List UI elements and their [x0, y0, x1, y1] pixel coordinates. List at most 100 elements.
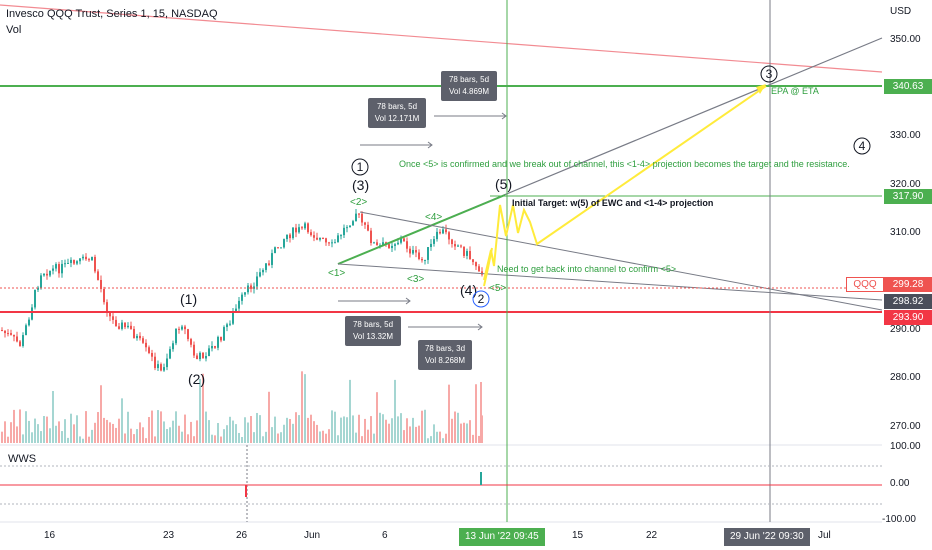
volume-bar [298, 415, 300, 443]
note-epa: EPA @ ETA [771, 86, 819, 96]
candle-body [115, 319, 117, 327]
candle-body [463, 246, 465, 256]
candle-body [13, 334, 15, 337]
volume-bar [112, 423, 114, 443]
volume-bar [100, 385, 102, 443]
candle-body [214, 345, 216, 348]
volume-bar [31, 432, 33, 443]
volume-bar [451, 418, 453, 443]
volume-bar [472, 434, 474, 443]
cursor-date-right: 29 Jun '22 09:30 [724, 528, 810, 546]
candle-body [43, 273, 45, 276]
candle-body [109, 311, 111, 317]
volume-bar [409, 426, 411, 443]
candle-body [154, 356, 156, 369]
volume-bar [334, 411, 336, 443]
candle-body [175, 328, 177, 344]
volume-bar [379, 412, 381, 443]
candle-body [304, 223, 306, 229]
volume-bar [373, 433, 375, 443]
volume-bar [319, 431, 321, 443]
volume-bar [397, 416, 399, 443]
volume-bar [292, 423, 294, 443]
circle-wave-1 [351, 158, 369, 176]
wws-spike-down [245, 485, 247, 497]
volume-bar [475, 384, 477, 443]
candle-body [316, 237, 318, 240]
price-tag-293: 293.90 [884, 310, 932, 325]
candle-body [340, 235, 342, 237]
candle-body [157, 364, 159, 369]
circle-wave-2-label: 2 [478, 292, 485, 306]
candle-body [331, 242, 333, 244]
candle-body [430, 243, 432, 248]
candle-body [343, 227, 345, 236]
volume-bar [307, 417, 309, 443]
candle-body [4, 330, 6, 334]
indicator-tick: 0.00 [890, 478, 910, 489]
candle-body [88, 259, 90, 261]
candle-body [451, 239, 453, 245]
volume-bar [400, 413, 402, 443]
wave-5-label: (5) [495, 176, 512, 192]
candle-body [265, 263, 267, 270]
note-initial-target: Initial Target: w(5) of EWC and <1-4> pr… [512, 198, 713, 208]
candle-body [178, 328, 180, 330]
chart-header: Invesco QQQ Trust, Series 1, 15, NASDAQ … [6, 6, 218, 38]
date-tick: 22 [646, 530, 658, 541]
candle-body [211, 345, 213, 349]
price-tick: 350.00 [890, 34, 921, 45]
price-tick: 290.00 [890, 324, 921, 335]
candle-body [271, 253, 273, 265]
candle-body [400, 238, 402, 243]
candle-body [283, 239, 285, 248]
volume-bar [10, 422, 12, 443]
volume-label[interactable]: Vol [6, 24, 22, 36]
volume-bar [166, 428, 168, 443]
candle-body [301, 227, 303, 229]
note-channel: Once <5> is confirmed and we break out o… [399, 159, 850, 169]
volume-bar [244, 417, 246, 443]
volume-bar [280, 432, 282, 443]
channel-lower-line [337, 263, 883, 301]
volume-bar [76, 415, 78, 443]
note-need-back: Need to get back into channel to confirm… [497, 264, 676, 274]
channel-top-green [337, 194, 506, 265]
candle-body [391, 245, 393, 249]
candle-body [334, 242, 336, 244]
candle-body [319, 237, 321, 240]
candle-body [181, 326, 183, 330]
candle-body [244, 292, 246, 295]
volume-bar [295, 412, 297, 443]
volume-bar [91, 429, 93, 443]
candle-body [199, 352, 201, 360]
candle-body [409, 248, 411, 254]
volume-bar [34, 418, 36, 443]
volume-bar [46, 416, 48, 443]
candle-body [262, 269, 264, 273]
measure-callout: 78 bars, 3d Vol 8.268M [418, 340, 472, 370]
volume-bar [328, 429, 330, 443]
candle-body [46, 273, 48, 276]
candle-body [298, 227, 300, 233]
candle-body [169, 349, 171, 359]
volume-bar [214, 435, 216, 443]
candle-body [124, 322, 126, 328]
volume-bar [19, 409, 21, 443]
volume-bar [256, 412, 258, 443]
volume-bar [259, 415, 261, 443]
volume-bar [457, 412, 459, 443]
candle-body [142, 338, 144, 343]
symbol-title[interactable]: Invesco QQQ Trust, Series 1, 15, NASDAQ [6, 8, 218, 20]
candle-body [295, 227, 297, 233]
circle-wave-1-label: 1 [357, 160, 364, 174]
volume-bar [211, 434, 213, 443]
candle-body [28, 319, 30, 326]
candle-body [196, 355, 198, 360]
volume-bar [289, 419, 291, 443]
volume-bar [25, 411, 27, 443]
volume-bar [418, 425, 420, 443]
candle-body [478, 266, 480, 272]
candle-body [436, 231, 438, 240]
sub-wave-5: <5> [489, 283, 506, 294]
